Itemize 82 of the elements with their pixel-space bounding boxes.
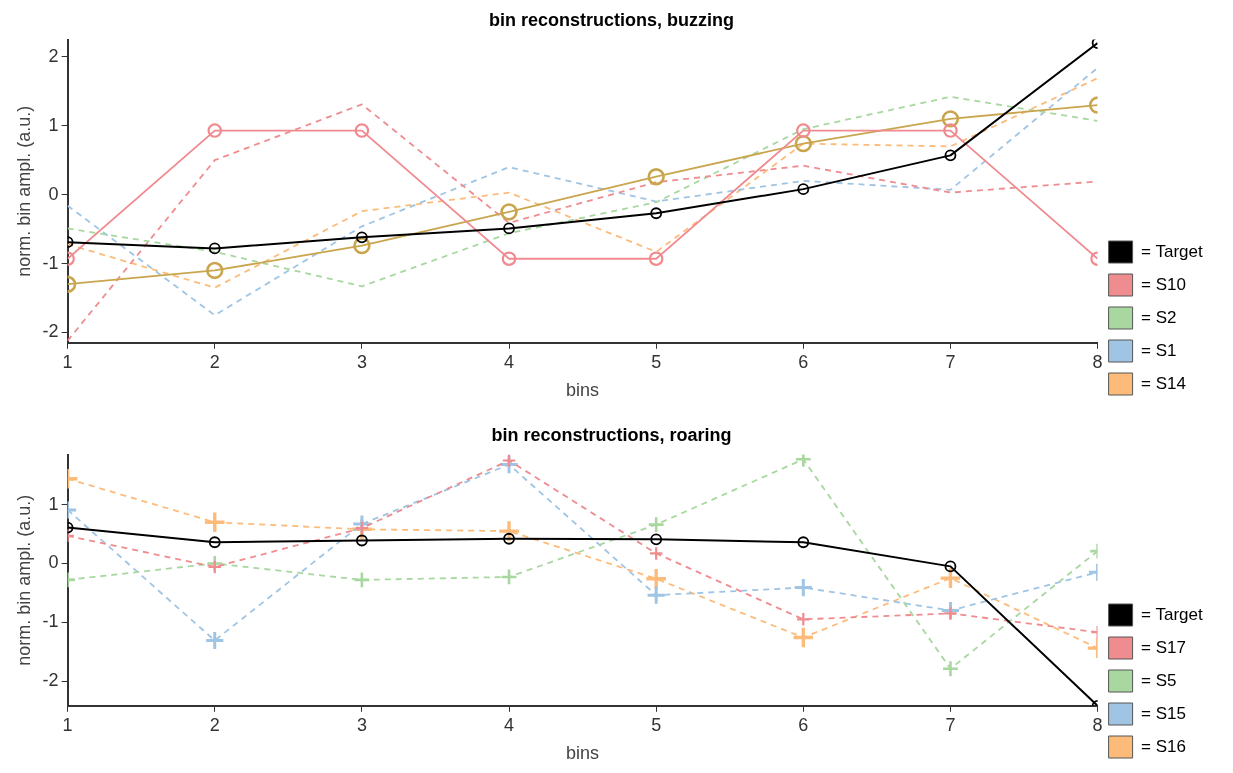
point [500,568,518,586]
point [938,566,962,590]
point [650,207,663,220]
x-tick-label: 1 [62,714,73,735]
point [943,606,958,621]
point [503,532,515,545]
x-tick-label: 7 [945,351,956,372]
x-tick-label: 8 [1092,351,1103,372]
legend-label: = S16 [1141,736,1187,756]
point [354,520,370,536]
x-tick-label: 5 [651,714,662,735]
y-axis-title: norm. bin ampl. (a.u.) [13,105,34,277]
point [353,236,371,255]
point [647,515,665,534]
y-tick-label: -2 [42,321,59,342]
legend-label: = S10 [1141,274,1187,294]
chart-title: bin reconstructions, buzzing [488,9,735,30]
point [500,203,518,221]
point [647,168,665,186]
legend-label: = Target [1141,241,1203,261]
point [648,251,664,267]
x-tick-label: 1 [62,351,73,372]
point [796,612,811,627]
legend-label: = S5 [1141,670,1177,690]
point [208,536,221,549]
x-axis-title: bins [566,743,600,764]
point [501,454,517,468]
legend-label: = S17 [1141,637,1187,657]
x-axis-title: bins [566,380,600,401]
point [355,534,368,547]
legend-label: = S14 [1141,373,1187,393]
y-tick-label: 1 [48,114,59,135]
point [646,585,667,606]
y-tick-label: 0 [48,183,59,204]
point [497,519,521,543]
point [797,183,810,196]
point [791,626,815,650]
y-tick-label: -2 [42,670,59,691]
legend-label: = S15 [1141,703,1187,723]
point [207,123,223,138]
x-tick-label: 7 [945,714,956,735]
point [650,533,663,546]
point [797,536,810,549]
point [644,567,668,591]
legend-label: = S2 [1141,307,1177,327]
point [941,660,960,678]
y-tick-label: -1 [42,252,59,273]
point [503,222,515,235]
point [943,123,958,138]
legend-label: = Target [1141,604,1203,624]
x-tick-label: 6 [798,351,809,372]
point [501,251,517,267]
point [648,546,664,561]
y-tick-label: 0 [48,552,59,573]
point [208,242,221,255]
x-tick-label: 4 [504,714,515,735]
point [204,630,225,651]
y-axis-title: norm. bin ampl. (a.u.) [13,494,34,666]
x-tick-label: 3 [356,714,367,735]
point [207,559,223,575]
x-tick-label: 2 [209,714,220,735]
line-series [67,66,1098,317]
x-tick-label: 8 [1092,714,1103,735]
x-tick-label: 6 [798,714,809,735]
point [944,149,957,162]
x-tick-label: 4 [504,351,515,372]
point [354,123,370,138]
point [944,560,957,573]
point [353,571,371,589]
point [793,577,814,598]
y-tick-label: -1 [42,611,59,632]
chart-title: bin reconstructions, roaring [491,424,732,445]
x-tick-label: 2 [209,351,220,372]
point [203,510,227,534]
x-tick-label: 3 [356,351,367,372]
point [206,261,224,280]
x-tick-label: 5 [651,351,662,372]
y-tick-label: 1 [48,493,59,514]
legend-label: = S1 [1141,340,1177,360]
point [796,123,811,138]
y-tick-label: 2 [48,45,59,66]
point [355,231,368,244]
